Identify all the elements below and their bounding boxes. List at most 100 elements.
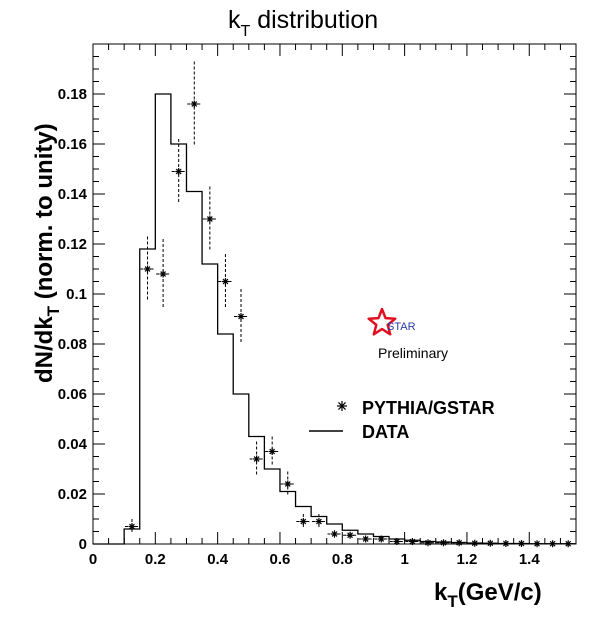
- asterisk-marker: [408, 538, 416, 545]
- asterisk-stroke: [129, 523, 135, 530]
- asterisk-stroke: [425, 539, 431, 546]
- x-tick-labels: 0 0.2 0.4 0.6 0.8 1 1.2 1.4: [89, 551, 541, 568]
- pythia-point: [187, 61, 202, 147]
- pythia-point: [452, 539, 467, 547]
- asterisk-stroke: [456, 539, 463, 546]
- y-tick-labels: 0 0.02 0.04 0.06 0.08 0.1 0.12 0.14 0.16 0.18: [58, 86, 88, 553]
- asterisk-stroke: [378, 536, 385, 542]
- pythia-point: [358, 535, 373, 543]
- pythia-point: [420, 539, 435, 547]
- asterisk-stroke: [206, 216, 213, 222]
- legend-asterisk-icon: [337, 401, 347, 411]
- star-logo: STAR: [367, 307, 416, 336]
- asterisk-stroke: [253, 456, 260, 462]
- asterisk-marker: [268, 448, 276, 455]
- asterisk-marker: [517, 540, 525, 547]
- asterisk-marker: [393, 538, 401, 545]
- y-tick-label: 0.02: [58, 486, 87, 503]
- x-tick-label: 1: [400, 551, 408, 568]
- pythia-point: [249, 441, 264, 477]
- x-tick-label: 0.2: [145, 551, 166, 568]
- pythia-point: [561, 540, 576, 548]
- pythia-point: [436, 539, 451, 547]
- preliminary-label: Preliminary: [378, 345, 448, 361]
- star-logo-text: STAR: [387, 321, 416, 333]
- pythia-markers: [124, 61, 576, 548]
- asterisk-stroke: [393, 538, 400, 545]
- asterisk-marker: [299, 518, 307, 525]
- chart-title: kT distribution: [228, 6, 378, 40]
- asterisk-marker: [440, 539, 448, 547]
- asterisk-stroke: [565, 540, 572, 547]
- pythia-point: [343, 531, 358, 539]
- asterisk-stroke: [160, 271, 167, 277]
- pythia-point: [514, 540, 529, 547]
- y-tick-label: 0.12: [58, 236, 87, 253]
- asterisk-stroke: [175, 168, 182, 175]
- asterisk-stroke: [534, 540, 540, 547]
- asterisk-stroke: [284, 481, 291, 487]
- x-tick-label: 0.4: [207, 551, 229, 568]
- asterisk-marker: [190, 100, 198, 108]
- asterisk-marker: [346, 531, 354, 539]
- plot-frame: [92, 43, 577, 545]
- y-tick-label: 0.18: [58, 86, 87, 103]
- asterisk-marker: [424, 539, 432, 547]
- pythia-point: [498, 540, 513, 547]
- pythia-point: [545, 540, 560, 548]
- pythia-point: [374, 535, 389, 543]
- pythia-point: [124, 519, 139, 534]
- asterisk-marker: [471, 539, 479, 547]
- asterisk-marker: [377, 535, 385, 543]
- asterisk-marker: [284, 480, 292, 488]
- asterisk-marker: [159, 270, 167, 278]
- asterisk-marker: [455, 539, 463, 547]
- y-tick-label: 0: [79, 536, 87, 553]
- asterisk-marker: [362, 535, 370, 543]
- asterisk-marker: [175, 168, 183, 175]
- legend-label-pythia: PYTHIA/GSTAR: [362, 398, 495, 418]
- x-tick-label: 0.6: [270, 551, 291, 568]
- y-tick-label: 0.14: [58, 186, 88, 203]
- asterisk-stroke: [549, 540, 556, 547]
- asterisk-marker: [206, 215, 214, 223]
- asterisk-stroke: [316, 518, 322, 525]
- x-axis-label: kT(GeV/c): [434, 579, 542, 611]
- pythia-point: [311, 514, 326, 529]
- asterisk-marker: [315, 518, 323, 525]
- legend: PYTHIA/GSTAR DATA: [309, 398, 495, 442]
- asterisk-stroke: [238, 313, 244, 320]
- pythia-point: [530, 540, 545, 548]
- asterisk-stroke: [409, 538, 416, 545]
- pythia-point: [467, 539, 482, 547]
- pythia-point: [296, 514, 311, 529]
- pythia-point: [218, 254, 233, 309]
- asterisk-stroke: [471, 540, 478, 547]
- asterisk-stroke: [191, 101, 198, 107]
- y-tick-label: 0.16: [58, 136, 87, 153]
- pythia-point: [327, 530, 342, 538]
- pythia-point: [156, 239, 171, 309]
- pythia-point: [171, 139, 186, 204]
- pythia-point: [389, 538, 404, 545]
- axis-ticks: [92, 43, 577, 545]
- y-axis-label: dN/dkT (norm. to unity): [31, 123, 63, 383]
- pythia-point: [140, 236, 155, 302]
- pythia-point: [483, 539, 498, 547]
- asterisk-stroke: [518, 540, 525, 547]
- y-tick-label: 0.06: [58, 386, 87, 403]
- x-tick-label: 0: [89, 551, 97, 568]
- asterisk-stroke: [338, 402, 346, 410]
- asterisk-stroke: [440, 539, 447, 546]
- y-tick-label: 0.1: [66, 286, 87, 303]
- pythia-point: [405, 538, 420, 545]
- asterisk-stroke: [144, 266, 151, 272]
- legend-asterisk: [337, 401, 347, 411]
- x-tick-label: 0.8: [332, 551, 353, 568]
- asterisk-stroke: [502, 540, 509, 547]
- y-tick-label: 0.08: [58, 336, 87, 353]
- asterisk-marker: [221, 278, 229, 285]
- x-tick-label: 1.2: [457, 551, 478, 568]
- asterisk-stroke: [487, 540, 494, 547]
